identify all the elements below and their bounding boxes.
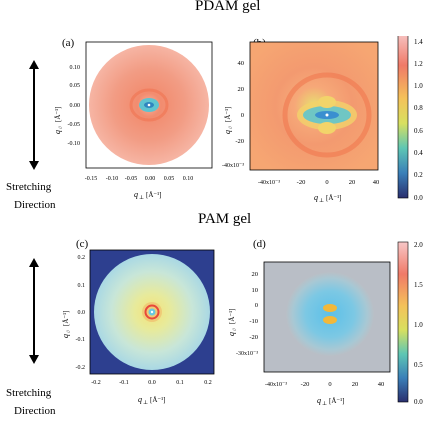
panel-c-saxs-pattern: 0.2 0.1 0.0 -0.1 -0.2 -0.2 -0.1 0.0 0.1 … [61, 249, 215, 406]
y-axis-label: q [227, 332, 236, 336]
panel-b-saxs-pattern: 40 20 0 -20 -40x10⁻³ -40x10⁻³ -20 0 20 4… [222, 36, 423, 204]
x-tick: 0.00 [145, 176, 156, 182]
x-tick: -0.2 [91, 380, 101, 386]
y-axis-subscript: // [228, 125, 234, 129]
y-tick: -0.1 [76, 337, 86, 343]
stretching-direction-arrow-icon [29, 258, 39, 364]
x-axis-subscript: ⊥ [143, 400, 148, 406]
stretching-label-top-2: Stretching [6, 387, 52, 399]
x-axis-unit: [Å⁻¹] [326, 194, 342, 202]
y-axis-label: q [223, 130, 232, 134]
x-tick: -0.1 [119, 380, 129, 386]
x-tick: 0 [325, 179, 328, 186]
y-tick: 40 [238, 60, 245, 67]
y-tick: -10 [249, 318, 258, 325]
x-tick: -40x10⁻³ [258, 180, 280, 186]
y-tick: -0.2 [76, 365, 86, 371]
y-tick: 0.05 [70, 83, 81, 89]
colorbar-tick: 0.0 [414, 398, 423, 406]
y-tick: 0 [241, 112, 244, 119]
y-axis-label: q [61, 334, 70, 338]
y-axis-subscript: // [232, 327, 238, 331]
stretching-direction-arrow-icon [29, 60, 39, 170]
panel-d-saxs-pattern: 20 10 0 -10 -20 -30x10⁻³ -40x10⁻³ -20 0 … [227, 241, 423, 407]
colorbar-tick: 1.2 [414, 60, 423, 68]
colorbar-tick: 0.6 [414, 127, 423, 135]
y-tick: -40x10⁻³ [222, 163, 244, 169]
y-tick: 0.10 [70, 65, 81, 71]
section-title-pdam: PDAM gel [195, 0, 261, 14]
y-tick: -0.05 [68, 122, 81, 128]
x-tick: -40x10⁻³ [265, 382, 287, 388]
x-tick: 0.1 [176, 380, 184, 386]
y-tick: 20 [238, 86, 245, 93]
x-tick: 0.05 [164, 176, 175, 182]
stretching-label-bottom-2: Direction [14, 405, 56, 417]
y-axis-subscript: // [58, 125, 64, 129]
panel-label-c: (c) [76, 238, 89, 250]
colorbar-tick: 0.8 [414, 104, 423, 112]
y-tick: -30x10⁻³ [236, 351, 258, 357]
x-axis-label: q [317, 396, 321, 405]
y-tick: 0.00 [70, 103, 81, 109]
y-tick: 0.1 [78, 283, 86, 289]
colorbar-tick: 1.4 [414, 38, 423, 46]
x-axis-label: q [314, 193, 318, 202]
colorbar-tick: 1.5 [414, 281, 423, 289]
colorbar-tick: 0.2 [414, 171, 423, 179]
y-tick: -20 [249, 334, 258, 341]
y-axis-label: q [53, 130, 62, 134]
x-tick: -0.05 [125, 176, 138, 182]
y-tick: 0.0 [78, 310, 86, 316]
x-tick: -20 [301, 381, 310, 388]
colorbar-tick: 1.0 [414, 82, 423, 90]
colorbar-tick: 0.0 [414, 194, 423, 202]
x-tick: -20 [297, 179, 306, 186]
x-axis-subscript: ⊥ [322, 401, 327, 407]
x-tick: 0.0 [148, 380, 156, 386]
y-tick: -0.10 [68, 141, 81, 147]
x-axis-label: q [138, 395, 142, 404]
panel-label-d: (d) [253, 238, 266, 250]
x-axis-unit: [Å⁻¹] [329, 397, 345, 405]
y-tick: 10 [252, 287, 259, 294]
panel-a-saxs-pattern: 0.10 0.05 0.00 -0.05 -0.10 -0.15 -0.10 -… [53, 41, 213, 201]
colorbar-tick: 2.0 [414, 241, 423, 249]
y-axis-subscript: // [66, 329, 72, 333]
x-tick: 40 [378, 381, 385, 388]
y-tick: 0 [255, 302, 258, 309]
y-tick: -20 [235, 138, 244, 145]
x-tick: 40 [373, 179, 380, 186]
y-axis-unit: [Å⁻¹] [62, 310, 70, 326]
colorbar [397, 241, 409, 403]
y-axis-unit: [Å⁻¹] [228, 308, 236, 324]
section-title-pam: PAM gel [198, 211, 252, 227]
colorbar-tick: 0.5 [414, 361, 423, 369]
x-axis-subscript: ⊥ [139, 195, 144, 201]
x-axis-subscript: ⊥ [319, 198, 324, 204]
x-tick: 0 [328, 381, 331, 388]
x-axis-label: q [134, 190, 138, 199]
panel-label-a: (a) [62, 37, 75, 49]
colorbar-tick: 1.0 [414, 321, 423, 329]
x-tick: -0.10 [106, 176, 119, 182]
y-tick: 20 [252, 271, 259, 278]
x-tick: 0.2 [204, 380, 212, 386]
y-tick: 0.2 [78, 255, 86, 261]
x-axis-unit: [Å⁻¹] [146, 191, 162, 199]
y-axis-unit: [Å⁻¹] [54, 106, 62, 122]
x-tick: 20 [352, 381, 359, 388]
stretching-label-top-1: Stretching [6, 181, 52, 193]
stretching-label-bottom-1: Direction [14, 199, 56, 211]
colorbar-tick: 0.4 [414, 149, 423, 157]
x-tick: 20 [349, 179, 356, 186]
x-tick: -0.15 [85, 176, 98, 182]
y-axis-unit: [Å⁻¹] [224, 106, 232, 122]
colorbar [397, 36, 409, 199]
x-axis-unit: [Å⁻¹] [150, 396, 166, 404]
x-tick: 0.10 [183, 176, 194, 182]
